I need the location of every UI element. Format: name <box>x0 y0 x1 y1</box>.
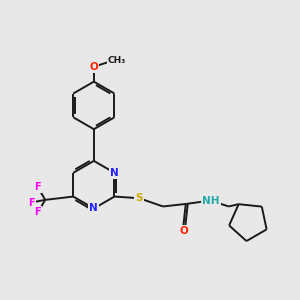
Text: F: F <box>34 182 41 192</box>
Text: O: O <box>180 226 188 236</box>
Text: F: F <box>28 197 34 208</box>
Text: F: F <box>34 207 41 218</box>
Text: O: O <box>89 62 98 72</box>
Text: CH₃: CH₃ <box>108 56 126 65</box>
Text: S: S <box>136 193 143 203</box>
Text: N: N <box>89 203 98 214</box>
Text: N: N <box>110 168 119 178</box>
Text: NH: NH <box>202 196 219 206</box>
